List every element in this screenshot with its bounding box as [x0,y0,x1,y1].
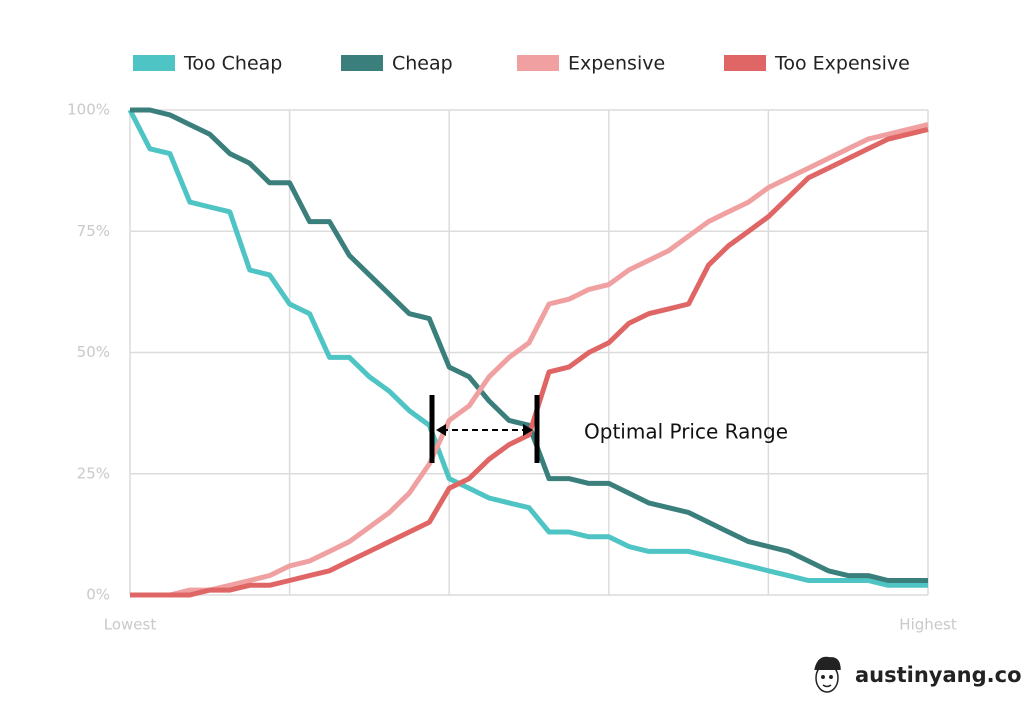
series-line [130,122,929,598]
legend-swatch [133,55,175,71]
series-line [130,126,929,598]
y-tick-label: 100% [67,101,110,119]
y-tick-label: 0% [86,586,110,604]
annotation: Optimal Price Range [584,420,788,444]
legend-label: Cheap [392,53,453,75]
x-tick-label: Highest [899,616,957,634]
legend-swatch [517,55,559,71]
legend-label: Too Cheap [183,53,282,75]
plot: 0% 25% 50% 75% 100% Lowest Highest [67,101,957,634]
y-tick-label: 50% [77,343,110,361]
x-tick-label: Lowest [104,616,157,634]
credit: austinyang.co [855,663,1022,687]
series-line [127,108,928,588]
credit-icon [814,656,841,693]
y-tick-label: 25% [77,464,110,482]
legend: Too Cheap Cheap Expensive Too Expensive [133,53,910,75]
legend-swatch [724,55,766,71]
legend-label: Expensive [568,53,665,75]
legend-label: Too Expensive [774,53,910,75]
series-line [130,107,928,583]
optimal-range-marker [429,395,540,463]
legend-swatch [341,55,383,71]
y-tick-label: 75% [77,222,110,240]
